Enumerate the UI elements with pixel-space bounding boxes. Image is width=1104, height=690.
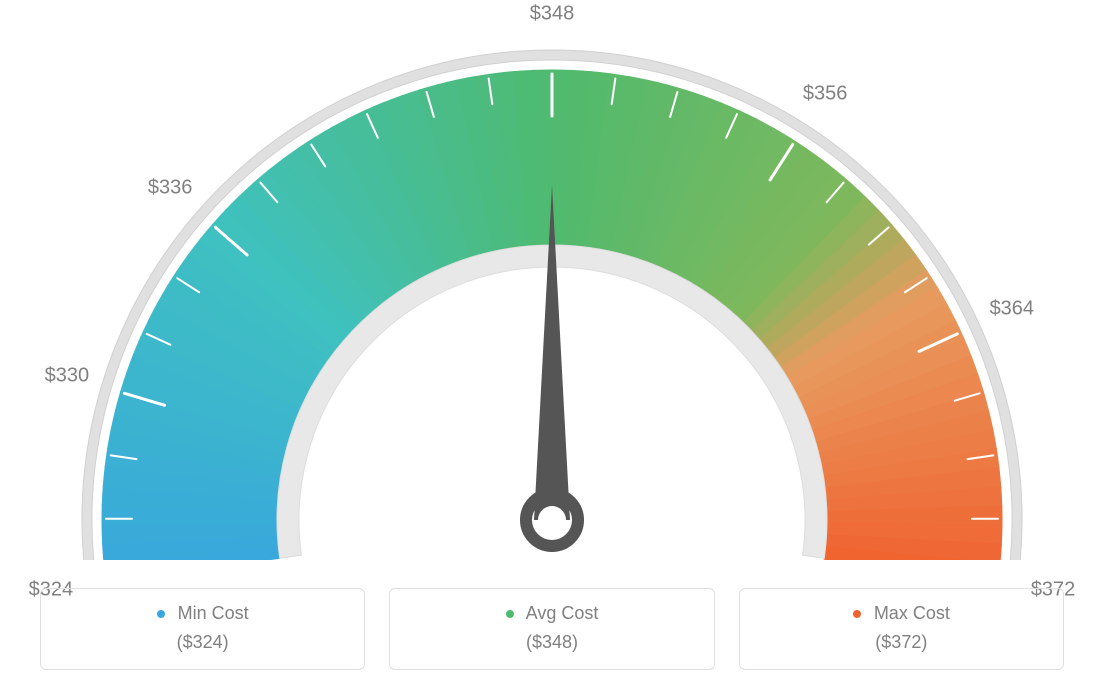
legend-min-value: ($324): [51, 632, 354, 653]
gauge-chart: $324$330$336$348$356$364$372: [0, 0, 1104, 560]
chart-container: $324$330$336$348$356$364$372 Min Cost ($…: [0, 0, 1104, 690]
legend-max-dot-icon: [853, 610, 861, 618]
legend-avg-value: ($348): [400, 632, 703, 653]
legend-min-title: Min Cost: [51, 603, 354, 624]
legend-avg-dot-icon: [506, 610, 514, 618]
gauge-tick-label: $348: [530, 3, 575, 26]
gauge-svg: [0, 0, 1104, 560]
legend-card-min: Min Cost ($324): [40, 588, 365, 670]
legend-max-label: Max Cost: [874, 603, 950, 623]
gauge-tick-label: $336: [148, 177, 193, 200]
legend-avg-title: Avg Cost: [400, 603, 703, 624]
legend-max-value: ($372): [750, 632, 1053, 653]
legend-min-dot-icon: [157, 610, 165, 618]
gauge-tick-label: $330: [45, 365, 90, 388]
legend-avg-label: Avg Cost: [526, 603, 599, 623]
legend-min-label: Min Cost: [178, 603, 249, 623]
gauge-tick-label: $356: [803, 83, 848, 106]
legend-max-title: Max Cost: [750, 603, 1053, 624]
legend-card-avg: Avg Cost ($348): [389, 588, 714, 670]
legend-card-max: Max Cost ($372): [739, 588, 1064, 670]
gauge-tick-label: $364: [990, 297, 1035, 320]
legend-row: Min Cost ($324) Avg Cost ($348) Max Cost…: [40, 588, 1064, 670]
